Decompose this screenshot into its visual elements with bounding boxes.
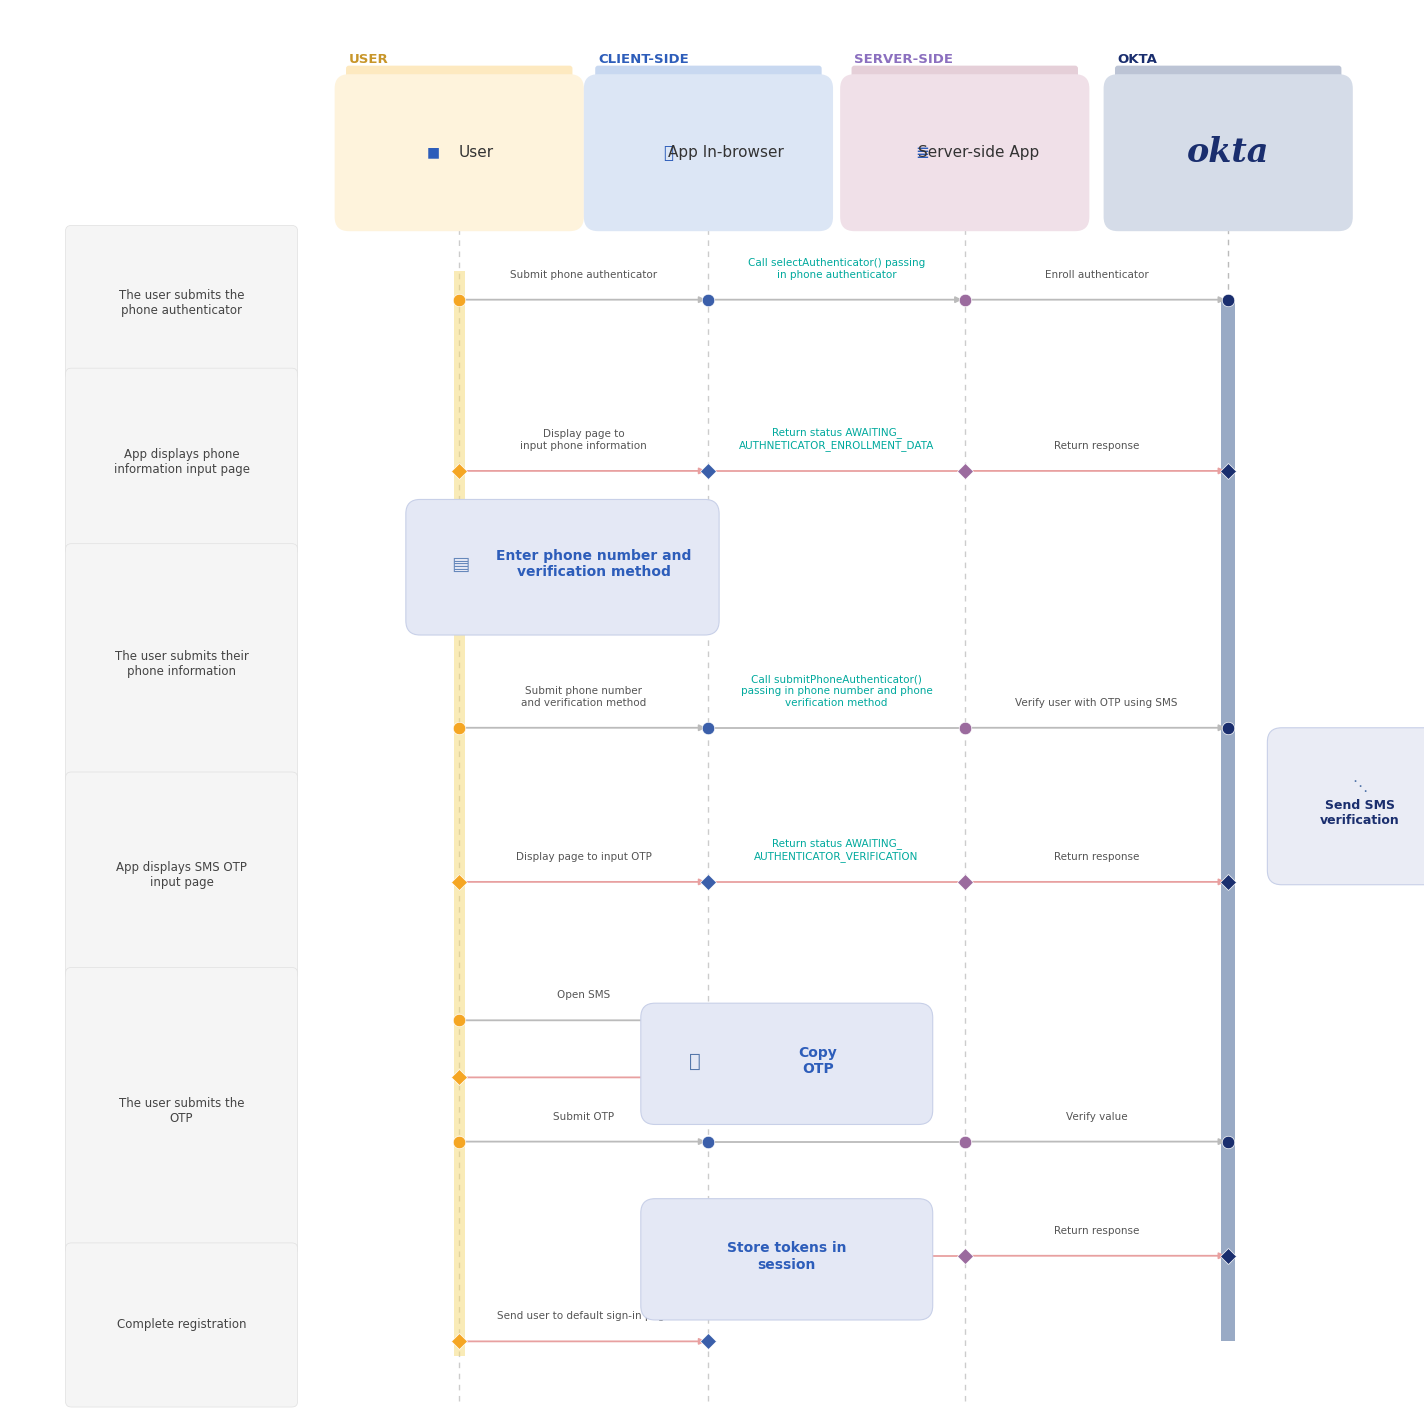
- Text: USER: USER: [349, 53, 389, 67]
- Text: ■: ■: [427, 146, 440, 160]
- Text: ▤: ▤: [451, 555, 468, 574]
- Text: Enter phone number and
verification method: Enter phone number and verification meth…: [496, 549, 692, 579]
- Text: okta: okta: [1188, 136, 1269, 170]
- Text: Verify value: Verify value: [1065, 1112, 1128, 1122]
- FancyBboxPatch shape: [406, 499, 719, 635]
- Text: Return status AWAITING_
AUTHENTICATOR_VERIFICATION: Return status AWAITING_ AUTHENTICATOR_VE…: [755, 839, 918, 862]
- Text: Store tokens in
session: Store tokens in session: [728, 1241, 846, 1271]
- Text: Call submitPhoneAuthenticator()
passing in phone number and phone
verification m: Call submitPhoneAuthenticator() passing …: [740, 675, 933, 708]
- FancyBboxPatch shape: [66, 368, 298, 555]
- Text: User: User: [459, 146, 494, 160]
- Text: Submit phone number
and verification method: Submit phone number and verification met…: [521, 686, 646, 708]
- Text: Call verifyAuthenticator()
passing in OTP: Call verifyAuthenticator() passing in OT…: [770, 1100, 903, 1122]
- Text: CLIENT-SIDE: CLIENT-SIDE: [598, 53, 689, 67]
- FancyBboxPatch shape: [346, 66, 572, 86]
- FancyBboxPatch shape: [66, 1243, 298, 1407]
- Text: App displays SMS OTP
input page: App displays SMS OTP input page: [117, 862, 246, 889]
- FancyBboxPatch shape: [335, 74, 584, 231]
- FancyBboxPatch shape: [1104, 74, 1353, 231]
- Text: Display page to
input phone information: Display page to input phone information: [520, 430, 648, 451]
- FancyBboxPatch shape: [66, 225, 298, 380]
- Text: ⧉: ⧉: [689, 1052, 701, 1070]
- Text: OKTA: OKTA: [1118, 53, 1158, 67]
- FancyBboxPatch shape: [641, 1199, 933, 1320]
- Text: Call selectAuthenticator() passing
in phone authenticator: Call selectAuthenticator() passing in ph…: [748, 258, 926, 280]
- Text: Enroll authenticator: Enroll authenticator: [1045, 270, 1148, 280]
- Text: Return response: Return response: [1054, 852, 1139, 862]
- Text: App displays phone
information input page: App displays phone information input pag…: [114, 448, 249, 475]
- FancyBboxPatch shape: [66, 772, 298, 979]
- Text: ⋱: ⋱: [1353, 779, 1367, 793]
- Text: Return status AWAITING_
AUTHNETICATOR_ENROLLMENT_DATA: Return status AWAITING_ AUTHNETICATOR_EN…: [739, 428, 934, 451]
- Text: ⦿: ⦿: [664, 144, 674, 161]
- FancyBboxPatch shape: [595, 66, 822, 86]
- FancyBboxPatch shape: [66, 968, 298, 1254]
- Text: Send SMS
verification: Send SMS verification: [1320, 799, 1400, 828]
- Text: Return response: Return response: [1054, 441, 1139, 451]
- FancyBboxPatch shape: [1222, 300, 1236, 1341]
- Text: Submit OTP: Submit OTP: [554, 1112, 614, 1122]
- FancyBboxPatch shape: [1115, 66, 1341, 86]
- Text: The user submits their
phone information: The user submits their phone information: [114, 649, 249, 678]
- Text: Verify user with OTP using SMS: Verify user with OTP using SMS: [1015, 698, 1178, 708]
- FancyBboxPatch shape: [453, 271, 464, 1356]
- Text: SERVER-SIDE: SERVER-SIDE: [854, 53, 954, 67]
- Text: Return status Success: Return status Success: [779, 1226, 894, 1236]
- Text: ≣: ≣: [916, 144, 928, 161]
- Text: Display page to input OTP: Display page to input OTP: [515, 852, 652, 862]
- FancyBboxPatch shape: [584, 74, 833, 231]
- Text: Submit phone authenticator: Submit phone authenticator: [510, 270, 658, 280]
- Text: The user submits the
OTP: The user submits the OTP: [118, 1097, 245, 1124]
- FancyBboxPatch shape: [852, 66, 1078, 86]
- Text: Send user to default sign-in page: Send user to default sign-in page: [497, 1311, 671, 1321]
- Text: Server-side App: Server-side App: [918, 146, 1040, 160]
- Text: App In-browser: App In-browser: [668, 146, 783, 160]
- Text: Complete registration: Complete registration: [117, 1319, 246, 1331]
- Text: Copy
OTP: Copy OTP: [799, 1046, 837, 1076]
- FancyBboxPatch shape: [840, 74, 1089, 231]
- Text: Open SMS: Open SMS: [557, 990, 611, 1000]
- FancyBboxPatch shape: [1267, 728, 1424, 885]
- FancyBboxPatch shape: [641, 1003, 933, 1124]
- Text: The user submits the
phone authenticator: The user submits the phone authenticator: [118, 288, 245, 317]
- Text: Return response: Return response: [1054, 1226, 1139, 1236]
- FancyBboxPatch shape: [66, 544, 298, 783]
